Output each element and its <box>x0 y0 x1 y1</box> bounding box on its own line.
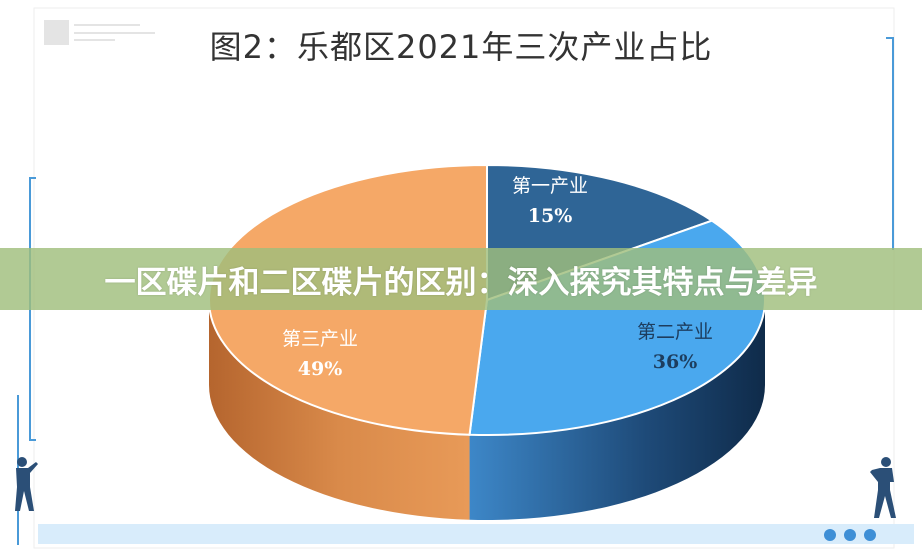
person-right-figure <box>870 457 896 518</box>
chart-title: 图2：乐都区2021年三次产业占比 <box>209 28 713 66</box>
slice-value-label: 49% <box>298 358 343 380</box>
banner-text: 一区碟片和二区碟片的区别：深入探究其特点与差异 <box>104 264 818 301</box>
slice-name-label: 第一产业 <box>512 175 588 197</box>
bottom-bar <box>38 524 914 544</box>
slice-value-label: 36% <box>653 351 698 373</box>
dot-icon <box>844 529 856 541</box>
pie-side-2 <box>469 300 765 520</box>
slice-name-label: 第二产业 <box>637 321 713 343</box>
dot-icon <box>864 529 876 541</box>
dot-icon <box>824 529 836 541</box>
slice-name-label: 第三产业 <box>282 328 358 350</box>
pie-side-3 <box>209 300 470 520</box>
person-left-figure <box>15 457 38 511</box>
slice-value-label: 15% <box>528 205 573 227</box>
overlay-banner: 一区碟片和二区碟片的区别：深入探究其特点与差异 <box>0 248 922 310</box>
